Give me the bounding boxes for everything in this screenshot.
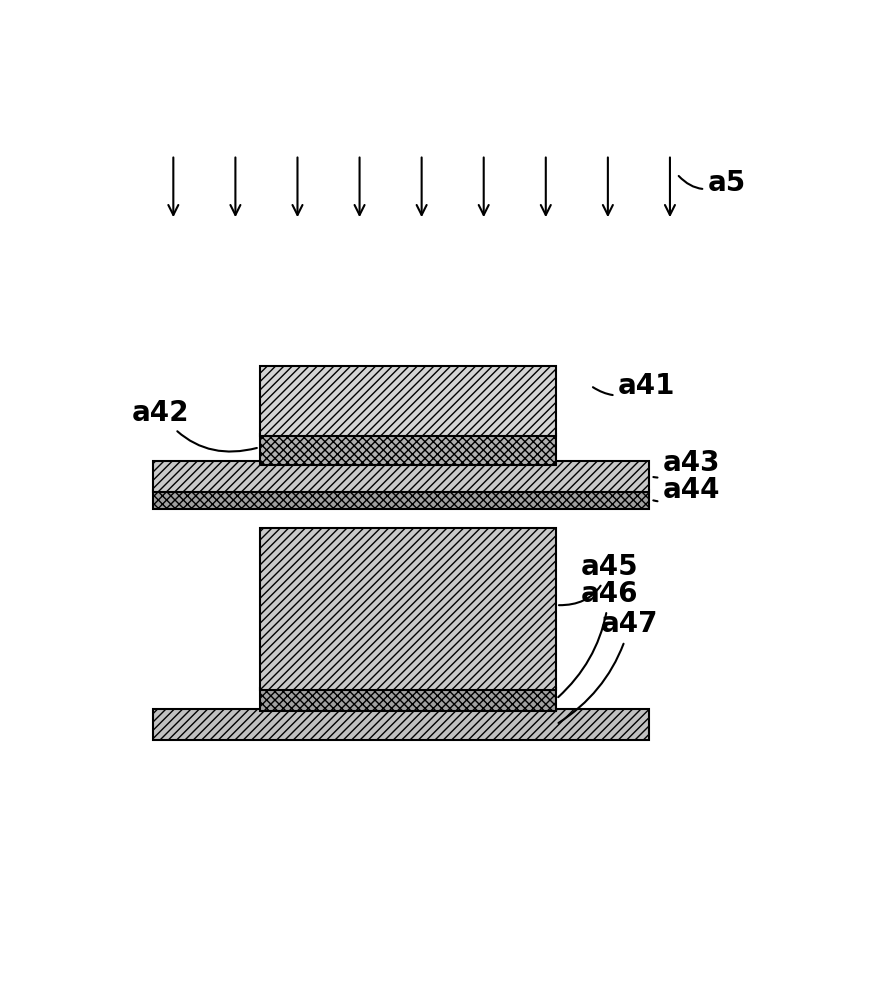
Text: a41: a41 <box>593 372 676 400</box>
Bar <box>260 366 556 436</box>
Bar <box>260 528 556 690</box>
Text: a46: a46 <box>558 580 638 697</box>
Text: a45: a45 <box>559 553 638 605</box>
Text: a5: a5 <box>679 169 746 197</box>
Text: a44: a44 <box>653 476 721 504</box>
Text: a43: a43 <box>653 449 721 478</box>
Text: a47: a47 <box>559 610 659 723</box>
Text: a42: a42 <box>132 399 257 452</box>
Bar <box>153 461 650 492</box>
Bar <box>260 434 556 465</box>
Bar <box>153 709 650 740</box>
Bar <box>260 688 556 711</box>
Bar <box>153 490 650 509</box>
